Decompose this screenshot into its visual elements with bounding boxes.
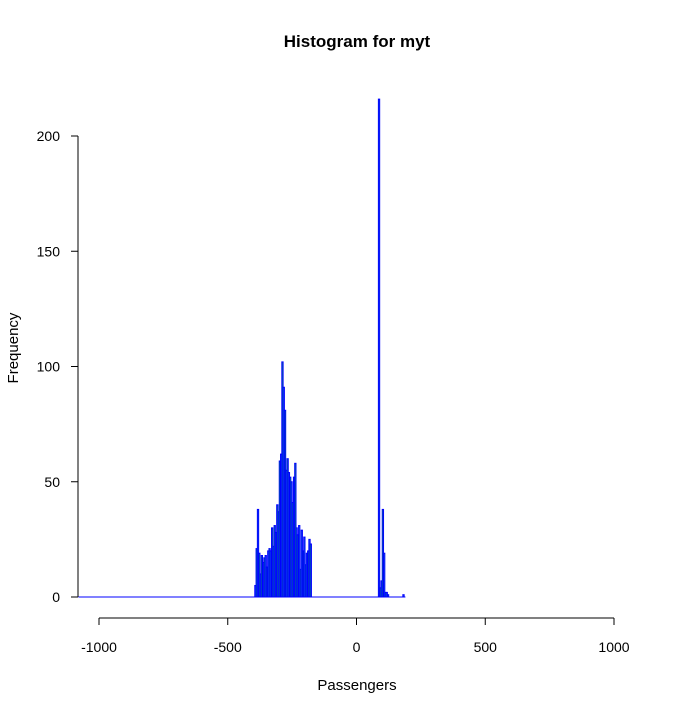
histogram-bar [402, 594, 405, 598]
y-tick-label: 100 [37, 359, 61, 375]
y-tick-label: 150 [37, 243, 61, 259]
y-tick-label: 50 [44, 474, 60, 490]
x-tick-label: -1000 [81, 639, 117, 655]
histogram-bar [377, 98, 381, 598]
y-tick-label: 0 [52, 589, 60, 605]
x-tick-label: 500 [474, 639, 498, 655]
x-axis-label: Passengers [317, 677, 396, 694]
histogram-bar [298, 525, 301, 598]
histogram-bar [386, 594, 390, 598]
histogram-bar [383, 552, 386, 598]
x-tick-label: -500 [214, 639, 242, 655]
y-tick-label: 200 [37, 128, 61, 144]
x-tick-label: 0 [353, 639, 361, 655]
histogram-bar [309, 543, 312, 598]
x-tick-label: 1000 [598, 639, 629, 655]
axes: -1000 -500 0 500 1000 0 50 100 150 200 [37, 128, 630, 655]
bars [78, 98, 406, 598]
y-axis-label: Frequency [5, 312, 22, 383]
chart-title: Histogram for myt [284, 32, 431, 51]
